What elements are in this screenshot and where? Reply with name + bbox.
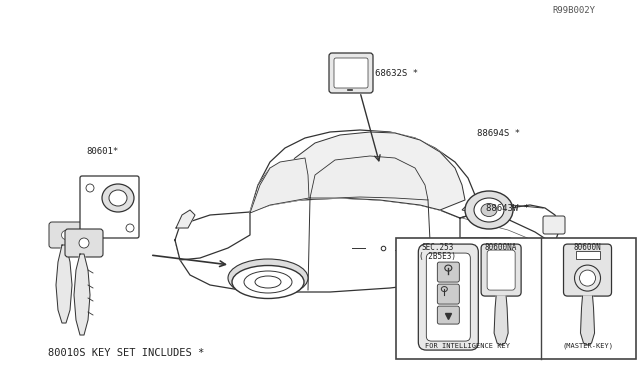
Text: 80601*: 80601* [86,147,118,156]
FancyBboxPatch shape [487,250,515,290]
Ellipse shape [461,254,467,262]
Ellipse shape [232,266,304,298]
Ellipse shape [109,190,127,206]
Polygon shape [250,168,278,212]
Text: SEC.253: SEC.253 [421,243,454,252]
Text: (MASTER-KEY): (MASTER-KEY) [562,343,613,349]
Polygon shape [56,245,72,323]
Ellipse shape [61,231,70,240]
Ellipse shape [458,255,543,295]
Ellipse shape [126,224,134,232]
FancyBboxPatch shape [419,244,478,350]
Polygon shape [270,132,465,210]
Ellipse shape [486,272,514,285]
Polygon shape [310,156,428,200]
Polygon shape [250,158,309,213]
FancyBboxPatch shape [80,176,139,238]
Polygon shape [176,210,195,228]
Ellipse shape [465,191,513,229]
Ellipse shape [255,276,281,288]
Bar [575,251,600,259]
Ellipse shape [470,238,500,252]
Polygon shape [580,296,595,345]
FancyBboxPatch shape [543,216,565,234]
FancyBboxPatch shape [329,53,373,93]
Ellipse shape [463,260,538,295]
Polygon shape [175,198,560,292]
Ellipse shape [475,266,525,289]
FancyBboxPatch shape [481,244,521,296]
Text: 88694S *: 88694S * [477,129,520,138]
Ellipse shape [102,184,134,212]
Text: FOR INTELLIGENCE KEY: FOR INTELLIGENCE KEY [425,343,510,349]
Ellipse shape [86,184,94,192]
FancyBboxPatch shape [437,306,460,324]
Ellipse shape [502,254,509,262]
Text: R99B002Y: R99B002Y [552,6,595,15]
Text: 88643W *: 88643W * [486,204,529,213]
FancyBboxPatch shape [437,262,460,282]
Text: ( 2B5E3): ( 2B5E3) [419,252,456,261]
FancyBboxPatch shape [49,222,83,248]
Ellipse shape [479,242,491,248]
Ellipse shape [244,271,292,293]
Text: 68632S *: 68632S * [375,68,418,77]
Ellipse shape [474,198,504,222]
Polygon shape [74,254,90,335]
FancyBboxPatch shape [334,58,368,88]
FancyBboxPatch shape [426,253,470,341]
Polygon shape [462,202,478,212]
Text: 80600N: 80600N [573,243,602,252]
Ellipse shape [481,203,497,217]
Text: 80600NA: 80600NA [485,243,517,252]
FancyBboxPatch shape [437,284,460,304]
FancyBboxPatch shape [564,244,612,296]
Ellipse shape [580,270,595,286]
Polygon shape [175,212,250,260]
Ellipse shape [79,238,89,248]
Polygon shape [453,238,520,332]
Text: 80010S KEY SET INCLUDES *: 80010S KEY SET INCLUDES * [48,348,204,358]
Bar [396,238,636,359]
Polygon shape [494,296,508,345]
FancyBboxPatch shape [65,229,103,257]
Ellipse shape [575,265,600,291]
Ellipse shape [228,259,308,297]
Polygon shape [250,130,478,218]
Polygon shape [460,210,560,265]
